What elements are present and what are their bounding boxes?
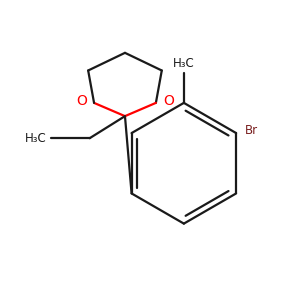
Text: H₃C: H₃C [173,58,195,70]
Text: O: O [163,94,174,107]
Text: O: O [76,94,87,107]
Text: Br: Br [245,124,258,136]
Text: H₃C: H₃C [25,132,47,145]
